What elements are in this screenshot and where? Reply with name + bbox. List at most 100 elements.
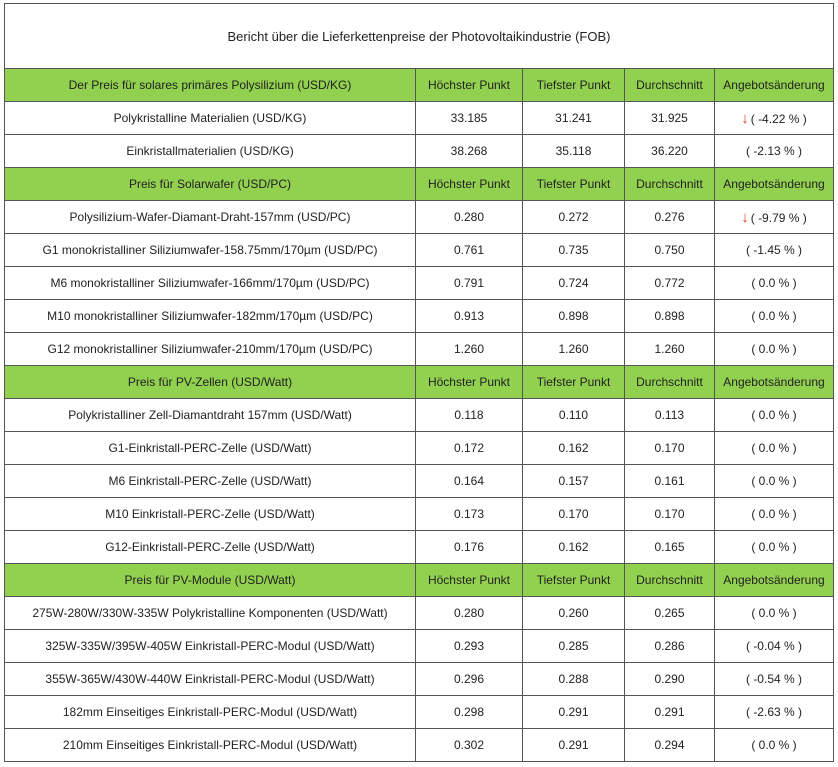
change-value: ( 0.0 % ) — [751, 441, 797, 455]
table-row: 325W-335W/395W-405W Einkristall-PERC-Mod… — [4, 629, 834, 663]
column-average-header: Durchschnitt — [624, 68, 715, 102]
low-value: 0.110 — [522, 398, 625, 432]
section-title: Preis für PV-Zellen (USD/Watt) — [4, 365, 416, 399]
high-value: 0.172 — [415, 431, 523, 465]
change-cell: ( -2.13 % ) — [714, 134, 834, 168]
change-cell: ( -0.54 % ) — [714, 662, 834, 696]
change-cell: ↓( -9.79 % ) — [714, 200, 834, 234]
high-value: 0.298 — [415, 695, 523, 729]
product-name: M10 Einkristall-PERC-Zelle (USD/Watt) — [4, 497, 416, 531]
table-row: Polykristalliner Zell-Diamantdraht 157mm… — [4, 398, 834, 432]
high-value: 0.280 — [415, 200, 523, 234]
average-value: 0.750 — [624, 233, 715, 267]
average-value: 0.170 — [624, 497, 715, 531]
low-value: 1.260 — [522, 332, 625, 366]
average-value: 0.170 — [624, 431, 715, 465]
change-cell: ( 0.0 % ) — [714, 530, 834, 564]
low-value: 0.724 — [522, 266, 625, 300]
low-value: 0.170 — [522, 497, 625, 531]
change-cell: ( 0.0 % ) — [714, 299, 834, 333]
change-cell: ( -0.04 % ) — [714, 629, 834, 663]
change-value: ( 0.0 % ) — [751, 507, 797, 521]
section-title: Preis für Solarwafer (USD/PC) — [4, 167, 416, 201]
product-name: G12 monokristalliner Siliziumwafer-210mm… — [4, 332, 416, 366]
change-value: ( 0.0 % ) — [751, 606, 797, 620]
table-row: Polysilizium-Wafer-Diamant-Draht-157mm (… — [4, 200, 834, 234]
average-value: 0.276 — [624, 200, 715, 234]
section-header-row: Preis für PV-Module (USD/Watt) Höchster P… — [4, 563, 834, 597]
column-low-header: Tiefster Punkt — [522, 68, 625, 102]
low-value: 0.162 — [522, 530, 625, 564]
high-value: 0.913 — [415, 299, 523, 333]
average-value: 0.265 — [624, 596, 715, 630]
average-value: 0.898 — [624, 299, 715, 333]
column-high-header: Höchster Punkt — [415, 365, 523, 399]
table-row: M6 monokristalliner Siliziumwafer-166mm/… — [4, 266, 834, 300]
column-change-header: Angebotsänderung — [714, 563, 834, 597]
average-value: 0.161 — [624, 464, 715, 498]
report-title: Bericht über die Lieferkettenpreise der … — [4, 3, 834, 69]
product-name: Einkristallmaterialien (USD/KG) — [4, 134, 416, 168]
change-value: ( -2.13 % ) — [745, 144, 802, 158]
table-row: M10 monokristalliner Siliziumwafer-182mm… — [4, 299, 834, 333]
table-row: G12 monokristalliner Siliziumwafer-210mm… — [4, 332, 834, 366]
column-average-header: Durchschnitt — [624, 365, 715, 399]
change-cell: ( 0.0 % ) — [714, 596, 834, 630]
table-row: M6 Einkristall-PERC-Zelle (USD/Watt) 0.16… — [4, 464, 834, 498]
change-value: ( 0.0 % ) — [751, 474, 797, 488]
table-row: 275W-280W/330W-335W Polykristalline Komp… — [4, 596, 834, 630]
change-cell: ↓( -4.22 % ) — [714, 101, 834, 135]
change-cell: ( 0.0 % ) — [714, 497, 834, 531]
column-change-header: Angebotsänderung — [714, 167, 834, 201]
change-cell: ( 0.0 % ) — [714, 464, 834, 498]
change-value: ( -1.45 % ) — [745, 243, 802, 257]
change-value: ( -0.04 % ) — [745, 639, 802, 653]
average-value: 0.165 — [624, 530, 715, 564]
column-change-header: Angebotsänderung — [714, 68, 834, 102]
high-value: 0.173 — [415, 497, 523, 531]
low-value: 0.260 — [522, 596, 625, 630]
table-row: G1 monokristalliner Siliziumwafer-158.75… — [4, 233, 834, 267]
column-high-header: Höchster Punkt — [415, 167, 523, 201]
change-value: ( 0.0 % ) — [751, 540, 797, 554]
average-value: 1.260 — [624, 332, 715, 366]
low-value: 0.898 — [522, 299, 625, 333]
table-row: M10 Einkristall-PERC-Zelle (USD/Watt) 0.1… — [4, 497, 834, 531]
low-value: 35.118 — [522, 134, 625, 168]
column-high-header: Höchster Punkt — [415, 68, 523, 102]
product-name: 210mm Einseitiges Einkristall-PERC-Modul… — [4, 728, 416, 762]
change-cell: ( 0.0 % ) — [714, 431, 834, 465]
section-header-row: Der Preis für solares primäres Polysiliz… — [4, 68, 834, 102]
table-row: 355W-365W/430W-440W Einkristall-PERC-Mod… — [4, 662, 834, 696]
average-value: 36.220 — [624, 134, 715, 168]
table-row: G1-Einkristall-PERC-Zelle (USD/Watt) 0.17… — [4, 431, 834, 465]
low-value: 0.288 — [522, 662, 625, 696]
section-title: Preis für PV-Module (USD/Watt) — [4, 563, 416, 597]
average-value: 0.291 — [624, 695, 715, 729]
change-value: ( -0.54 % ) — [745, 672, 802, 686]
average-value: 0.294 — [624, 728, 715, 762]
section-title: Der Preis für solares primäres Polysiliz… — [4, 68, 416, 102]
low-value: 31.241 — [522, 101, 625, 135]
table-row: 210mm Einseitiges Einkristall-PERC-Modul… — [4, 728, 834, 762]
product-name: M10 monokristalliner Siliziumwafer-182mm… — [4, 299, 416, 333]
product-name: G1-Einkristall-PERC-Zelle (USD/Watt) — [4, 431, 416, 465]
column-high-header: Höchster Punkt — [415, 563, 523, 597]
product-name: 325W-335W/395W-405W Einkristall-PERC-Mod… — [4, 629, 416, 663]
product-name: G12-Einkristall-PERC-Zelle (USD/Watt) — [4, 530, 416, 564]
column-low-header: Tiefster Punkt — [522, 365, 625, 399]
high-value: 0.296 — [415, 662, 523, 696]
column-low-header: Tiefster Punkt — [522, 167, 625, 201]
high-value: 0.118 — [415, 398, 523, 432]
table-row: 182mm Einseitiges Einkristall-PERC-Modul… — [4, 695, 834, 729]
column-change-header: Angebotsänderung — [714, 365, 834, 399]
change-value: ( 0.0 % ) — [751, 276, 797, 290]
low-value: 0.291 — [522, 695, 625, 729]
change-value: ( -4.22 % ) — [750, 111, 807, 126]
product-name: Polysilizium-Wafer-Diamant-Draht-157mm (… — [4, 200, 416, 234]
title-row: Bericht über die Lieferkettenpreise der … — [4, 3, 834, 69]
high-value: 0.761 — [415, 233, 523, 267]
change-cell: ( -2.63 % ) — [714, 695, 834, 729]
high-value: 0.302 — [415, 728, 523, 762]
change-cell: ( -1.45 % ) — [714, 233, 834, 267]
